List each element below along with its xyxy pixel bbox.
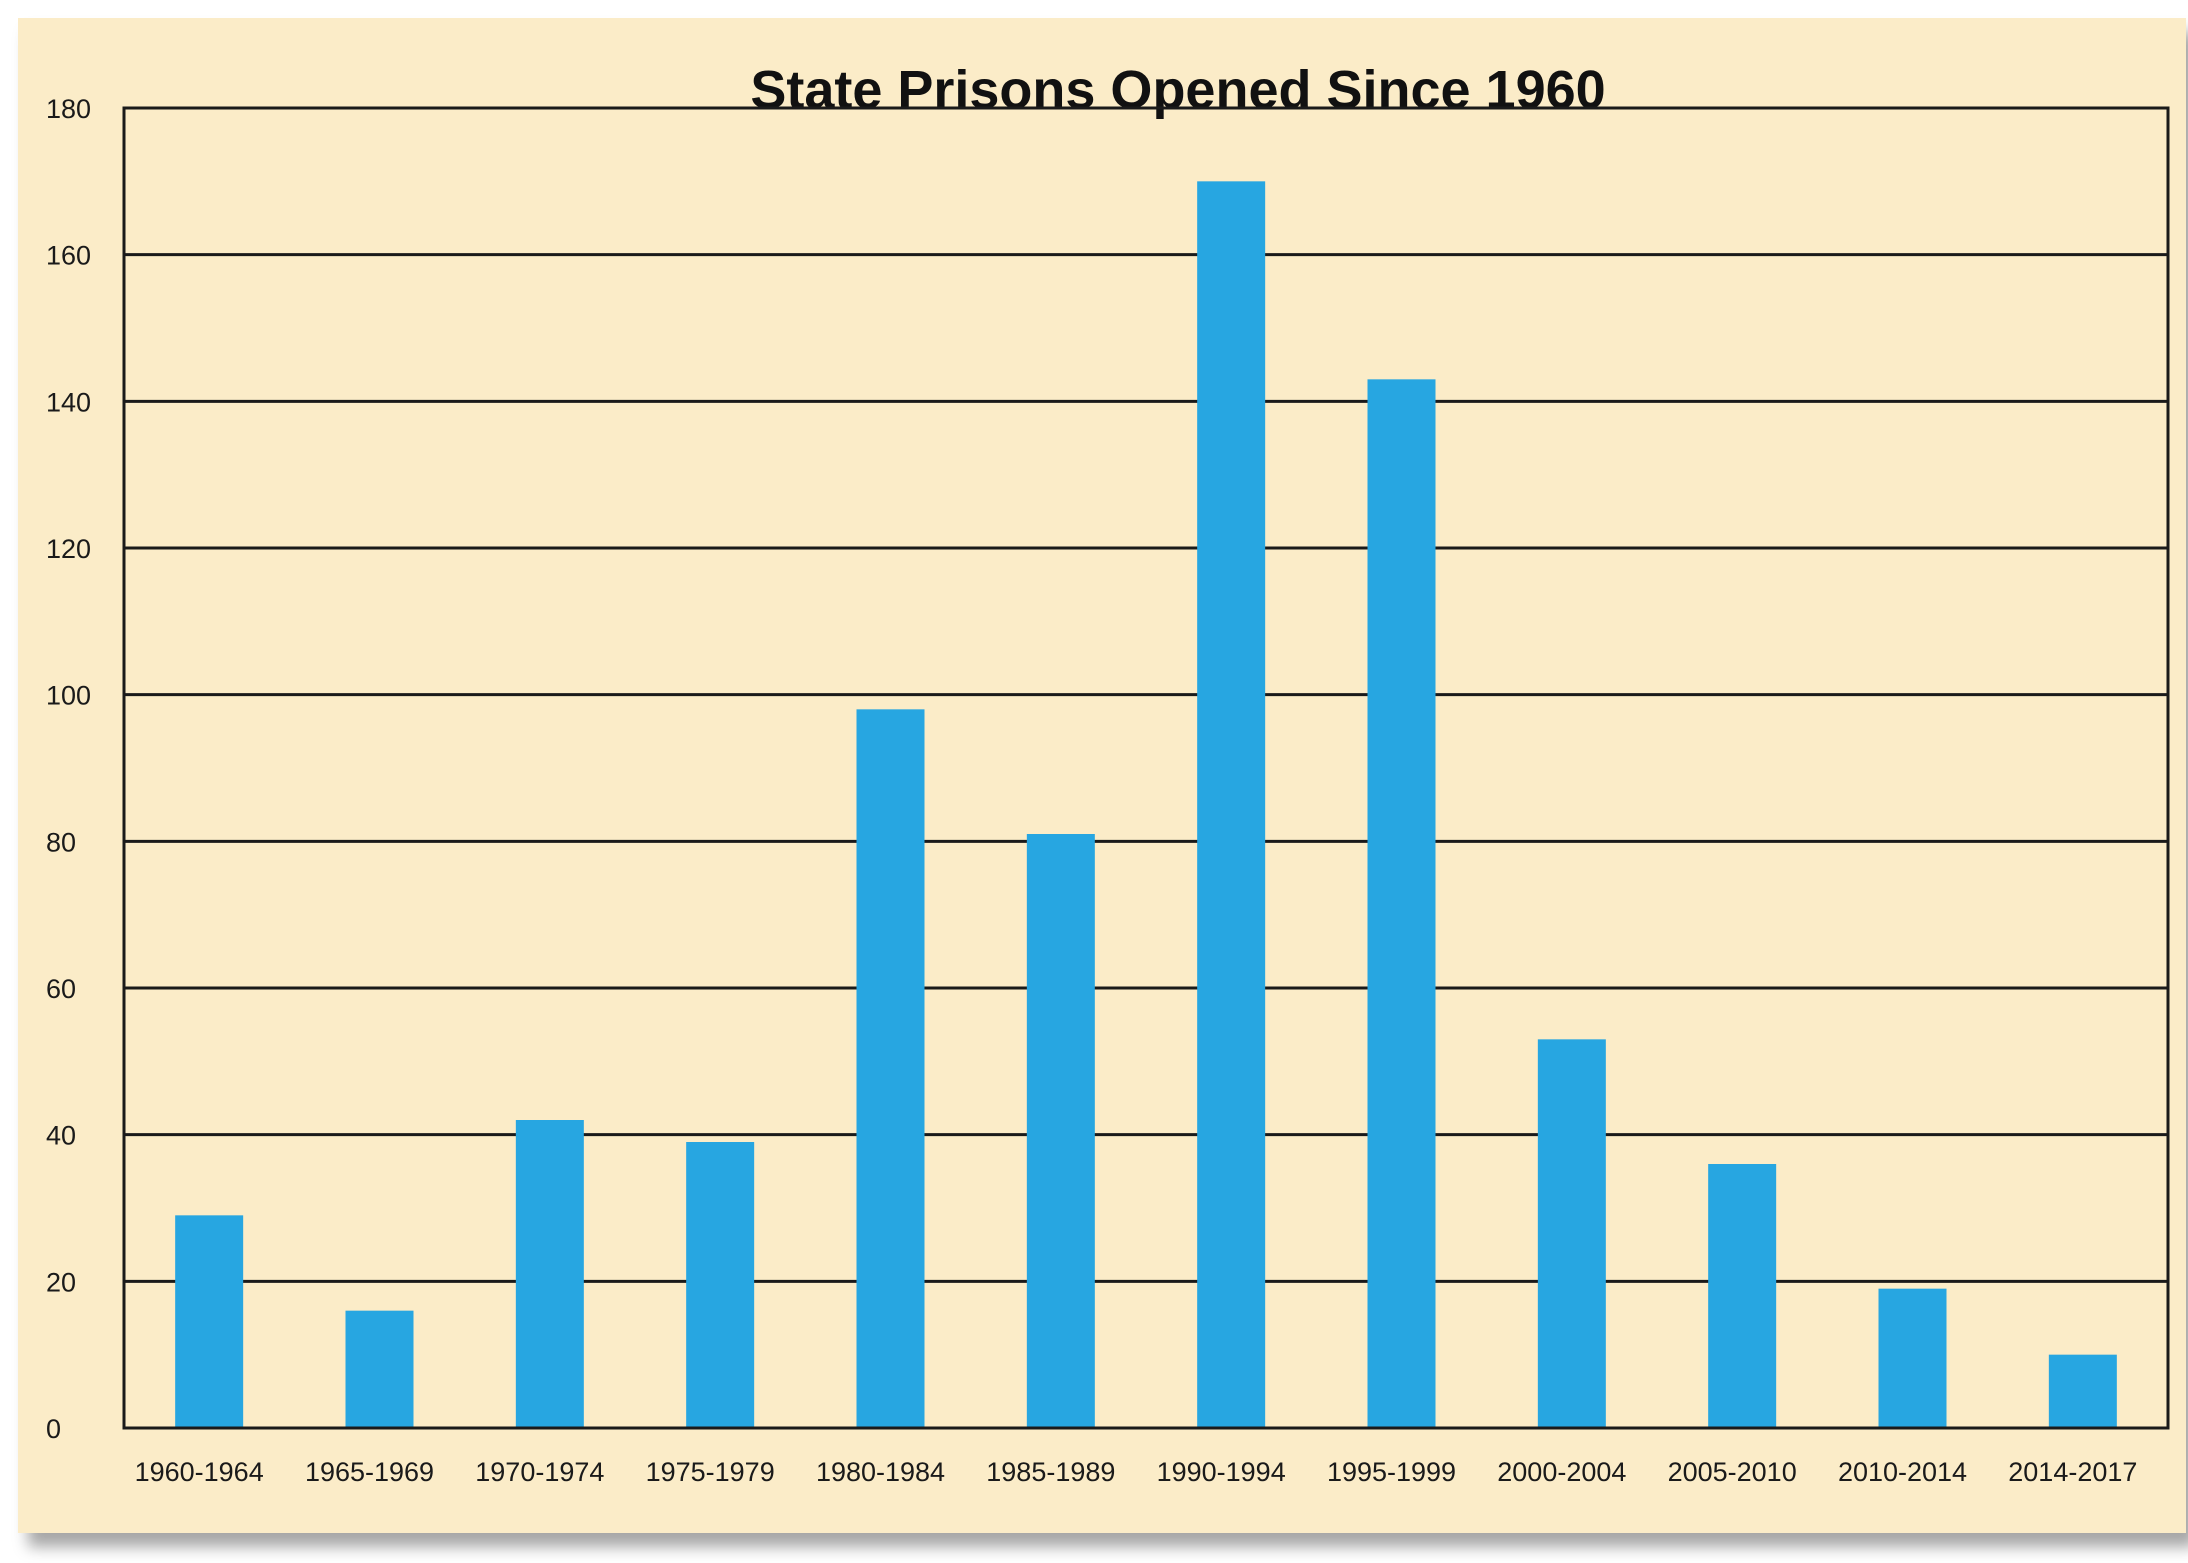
y-tick-label: 180 — [46, 94, 91, 124]
y-tick-label: 40 — [46, 1121, 76, 1151]
bar — [1026, 834, 1095, 1428]
x-tick-label: 1990-1994 — [1157, 1457, 1286, 1487]
bar — [1878, 1288, 1947, 1428]
y-tick-label: 160 — [46, 241, 91, 271]
bar — [175, 1215, 244, 1428]
y-tick-label: 20 — [46, 1267, 76, 1297]
bar — [515, 1120, 584, 1428]
chart-background — [18, 18, 2186, 1533]
x-tick-label: 1970-1974 — [475, 1457, 604, 1487]
y-axis-ticks: 0 20 40 60 80 100 120 140 160 180 — [46, 94, 91, 1444]
bar — [686, 1142, 755, 1428]
y-tick-label: 120 — [46, 534, 91, 564]
x-tick-label: 1975-1979 — [646, 1457, 775, 1487]
x-tick-label: 2005-2010 — [1668, 1457, 1797, 1487]
bars — [175, 181, 2117, 1428]
y-tick-label: 60 — [46, 974, 76, 1004]
bar — [345, 1310, 414, 1428]
x-tick-label: 2014-2017 — [2008, 1457, 2137, 1487]
y-tick-label: 0 — [46, 1414, 61, 1444]
x-tick-label: 1960-1964 — [135, 1457, 264, 1487]
y-tick-label: 100 — [46, 681, 91, 711]
bar — [1537, 1039, 1606, 1428]
chart: State Prisons Opened Since 1960 0 20 40 60 8… — [18, 18, 2186, 1533]
x-tick-label: 1980-1984 — [816, 1457, 945, 1487]
x-tick-label: 2010-2014 — [1838, 1457, 1967, 1487]
gridlines — [124, 253, 2168, 1283]
bar — [1367, 379, 1436, 1428]
x-tick-label: 2000-2004 — [1497, 1457, 1626, 1487]
plot-frame — [122, 106, 2170, 1430]
bar — [2048, 1354, 2117, 1428]
bar — [1197, 181, 1266, 1428]
bar — [856, 709, 925, 1428]
x-axis-ticks: 1960-1964 1965-1969 1970-1974 1975-1979 1980… — [135, 1457, 2138, 1487]
plot-border — [122, 106, 2170, 1430]
bar — [1708, 1164, 1777, 1428]
x-tick-label: 1985-1989 — [986, 1457, 1115, 1487]
y-tick-label: 80 — [46, 827, 76, 857]
x-tick-label: 1965-1969 — [305, 1457, 434, 1487]
x-tick-label: 1995-1999 — [1327, 1457, 1456, 1487]
chart-title: State Prisons Opened Since 1960 — [750, 60, 1605, 120]
chart-card: State Prisons Opened Since 1960 0 20 40 60 8… — [18, 18, 2186, 1533]
y-tick-label: 140 — [46, 387, 91, 417]
